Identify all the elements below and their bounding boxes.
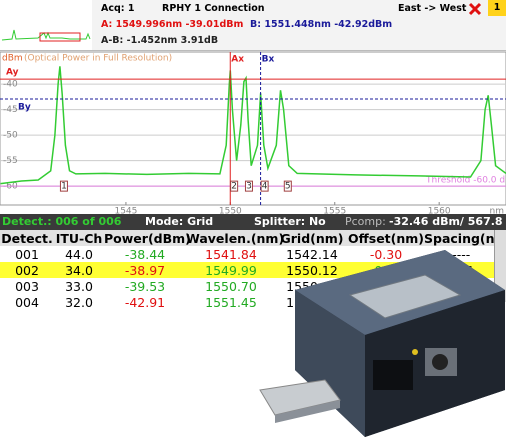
y-tick-label: -50	[3, 131, 18, 141]
table-cell: 33.0	[54, 278, 104, 294]
table-cell: 34.0	[54, 262, 104, 278]
table-cell: -39.53	[104, 278, 186, 294]
x-unit: nm	[490, 207, 504, 215]
overview-trace	[2, 30, 90, 40]
marker-label: Ay	[6, 68, 19, 78]
peak-label: 1	[61, 182, 67, 192]
table-cell: 002	[0, 262, 54, 278]
peak-label: 5	[285, 182, 291, 192]
mode: Mode: Grid	[145, 215, 213, 228]
marker-a: A: 1549.996nm -39.01dBm	[101, 19, 243, 30]
table-cell: 001	[0, 246, 54, 262]
direction: East -> West	[398, 3, 466, 14]
screen: Acq: 1 RPHY 1 Connection East -> West 1 …	[0, 0, 506, 437]
marker-b: B: 1551.448nm -42.92dBm	[250, 19, 392, 30]
overview	[0, 0, 92, 50]
x-tick-label: 1545	[114, 207, 137, 215]
table-cell: 003	[0, 278, 54, 294]
table-cell: 004	[0, 294, 54, 310]
peak-label: 3	[246, 182, 252, 192]
marker-label: By	[18, 103, 31, 113]
table-cell: 44.0	[54, 246, 104, 262]
splitter: Splitter: No	[254, 215, 326, 228]
column-header: Power(dBm)	[104, 230, 186, 246]
table-cell: 32.0	[54, 294, 104, 310]
x-tick-label: 1550	[219, 207, 242, 215]
y-unit: dBm	[2, 54, 23, 64]
table-cell: -42.91	[104, 294, 186, 310]
peak-label: 2	[231, 182, 237, 192]
peak-label: 4	[262, 182, 268, 192]
connection: RPHY 1 Connection	[162, 3, 265, 14]
detect-count: Detect.: 006 of 006	[2, 215, 121, 228]
header: Acq: 1 RPHY 1 Connection East -> West 1 …	[0, 0, 506, 51]
table-cell: -38.97	[104, 262, 186, 278]
marker-delta: A-B: -1.452nm 3.91dB	[101, 35, 218, 46]
tab[interactable]: 1	[488, 0, 506, 16]
plot-subtitle: (Optical Power in Full Resolution)	[24, 54, 172, 64]
marker-label: Ax	[231, 55, 244, 65]
pcomp-value: -32.46 dBm/ 567.8 nW	[389, 215, 506, 228]
x-tick-label: 1560	[428, 207, 451, 215]
column-header: Detect.	[0, 230, 54, 246]
spectrum-plot: dBm (Optical Power in Full Resolution) -…	[0, 50, 506, 214]
y-tick-label: -55	[3, 156, 18, 166]
close-button[interactable]	[468, 2, 482, 16]
marker-label: Bx	[262, 55, 275, 65]
table-cell: -38.44	[104, 246, 186, 262]
device-photo	[255, 240, 506, 437]
y-tick-label: -45	[3, 105, 18, 115]
pcomp-label: Pcomp:	[345, 215, 386, 228]
y-tick-label: -40	[3, 80, 18, 90]
status-bar: Detect.: 006 of 006 Mode: Grid Splitter:…	[0, 214, 506, 230]
column-header: ITU-Ch	[54, 230, 104, 246]
acq: Acq: 1	[101, 3, 135, 14]
x-tick-label: 1555	[323, 207, 346, 215]
